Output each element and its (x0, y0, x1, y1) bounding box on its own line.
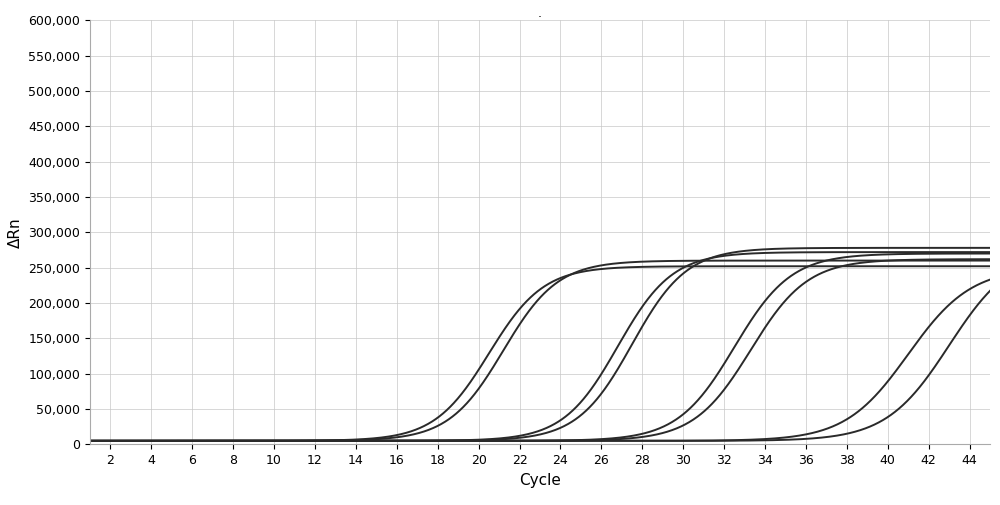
X-axis label: Cycle: Cycle (519, 473, 561, 488)
Title: .: . (538, 7, 542, 20)
Y-axis label: ΔRn: ΔRn (8, 217, 23, 247)
